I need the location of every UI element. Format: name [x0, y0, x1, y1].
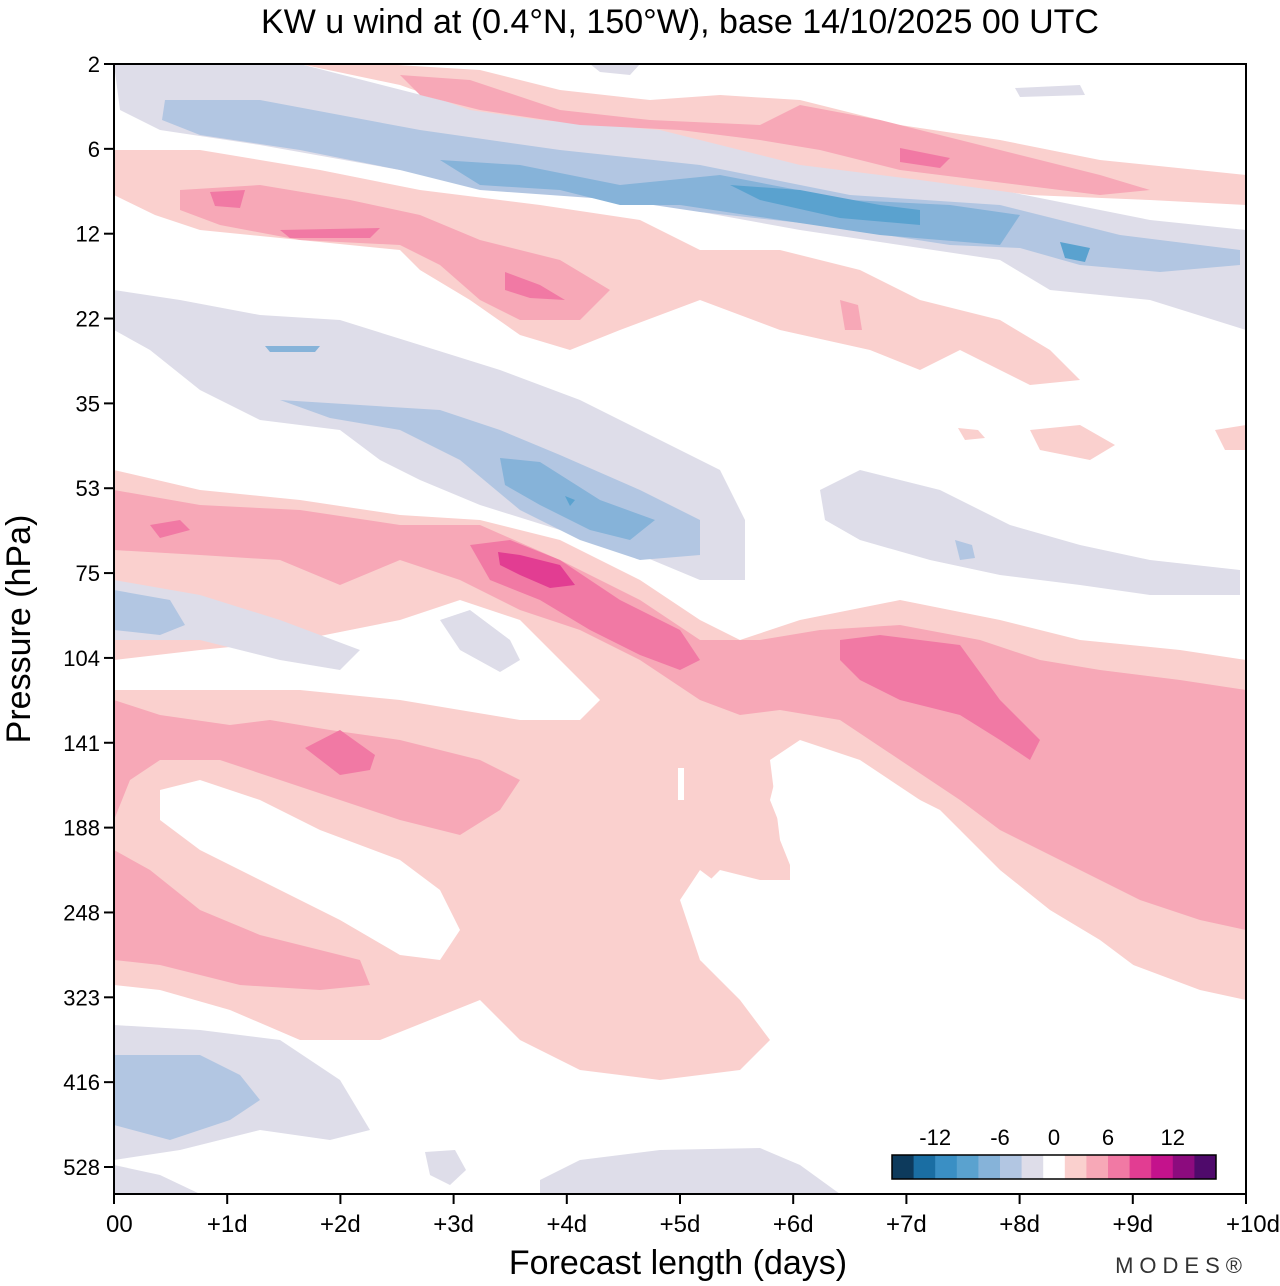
y-tick-label: 323 — [63, 985, 100, 1010]
y-tick-label: 75 — [76, 561, 100, 586]
x-tick-label: 00 — [106, 1211, 133, 1238]
colorbar-swatch — [1000, 1155, 1023, 1179]
colorbar: -12 -6 0 6 12 — [891, 1125, 1217, 1180]
y-tick-label: 104 — [63, 646, 100, 671]
x-tick-label: +10d — [1226, 1211, 1280, 1238]
y-tick-label: 35 — [76, 391, 100, 416]
y-tick-label: 2 — [88, 52, 100, 77]
colorbar-swatch — [935, 1155, 958, 1179]
x-tick-label: +9d — [1112, 1211, 1153, 1238]
colorbar-label: 0 — [1048, 1125, 1060, 1150]
y-tick-label: 188 — [63, 816, 100, 841]
colorbar-label: -12 — [919, 1125, 951, 1150]
y-tick-label: 12 — [76, 222, 100, 247]
y-axis-title: Pressure (hPa) — [0, 515, 38, 744]
contour-field — [114, 64, 1246, 1194]
modes-logo: MODES® — [1115, 1253, 1248, 1278]
contour-neg-top-peak — [730, 185, 920, 225]
colorbar-swatch — [913, 1155, 936, 1179]
colorbar-swatch — [1021, 1155, 1044, 1179]
x-tick-label: +8d — [999, 1211, 1040, 1238]
x-tick-label: +7d — [886, 1211, 927, 1238]
colorbar-swatch — [1086, 1155, 1109, 1179]
contour-neg-top-core — [440, 160, 1020, 245]
colorbar-swatch — [1064, 1155, 1087, 1179]
colorbar-swatch — [892, 1155, 915, 1179]
colorbar-label: 12 — [1161, 1125, 1185, 1150]
colorbar-swatch — [1172, 1155, 1195, 1179]
colorbar-label: 6 — [1102, 1125, 1114, 1150]
colorbar-label: -6 — [990, 1125, 1010, 1150]
x-axis-title: Forecast length (days) — [509, 1244, 847, 1282]
y-tick-label: 6 — [88, 137, 100, 162]
colorbar-swatch — [1108, 1155, 1131, 1179]
x-tick-label: +6d — [773, 1211, 814, 1238]
y-tick-label: 528 — [63, 1155, 100, 1180]
colorbar-swatch — [1043, 1155, 1066, 1179]
x-tick-label: +3d — [433, 1211, 474, 1238]
chart-title: KW u wind at (0.4°N, 150°W), base 14/10/… — [261, 3, 1099, 41]
colorbar-swatch — [956, 1155, 979, 1179]
x-tick-label: +2d — [320, 1211, 361, 1238]
colorbar-swatch — [1194, 1155, 1217, 1179]
colorbar-swatch — [978, 1155, 1001, 1179]
y-tick-label: 53 — [76, 476, 100, 501]
x-tick-label: +1d — [207, 1211, 248, 1238]
colorbar-swatch — [1151, 1155, 1174, 1179]
colorbar-swatch — [1129, 1155, 1152, 1179]
x-tick-label: +4d — [546, 1211, 587, 1238]
y-tick-label: 22 — [76, 307, 100, 332]
y-tick-label: 416 — [63, 1070, 100, 1095]
contour-pos-lower — [114, 700, 520, 835]
y-tick-label: 141 — [63, 731, 100, 756]
x-tick-label: +5d — [660, 1211, 701, 1238]
colorbar-frame — [891, 1154, 1217, 1180]
x-axis: 00 +1d +2d +3d +4d +5d +6d +7d +8d +9d +10d — [106, 1194, 1280, 1238]
y-axis: 2 6 12 22 35 53 75 104 141 188 248 323 416 528 — [63, 52, 114, 1180]
y-tick-label: 248 — [63, 900, 100, 925]
